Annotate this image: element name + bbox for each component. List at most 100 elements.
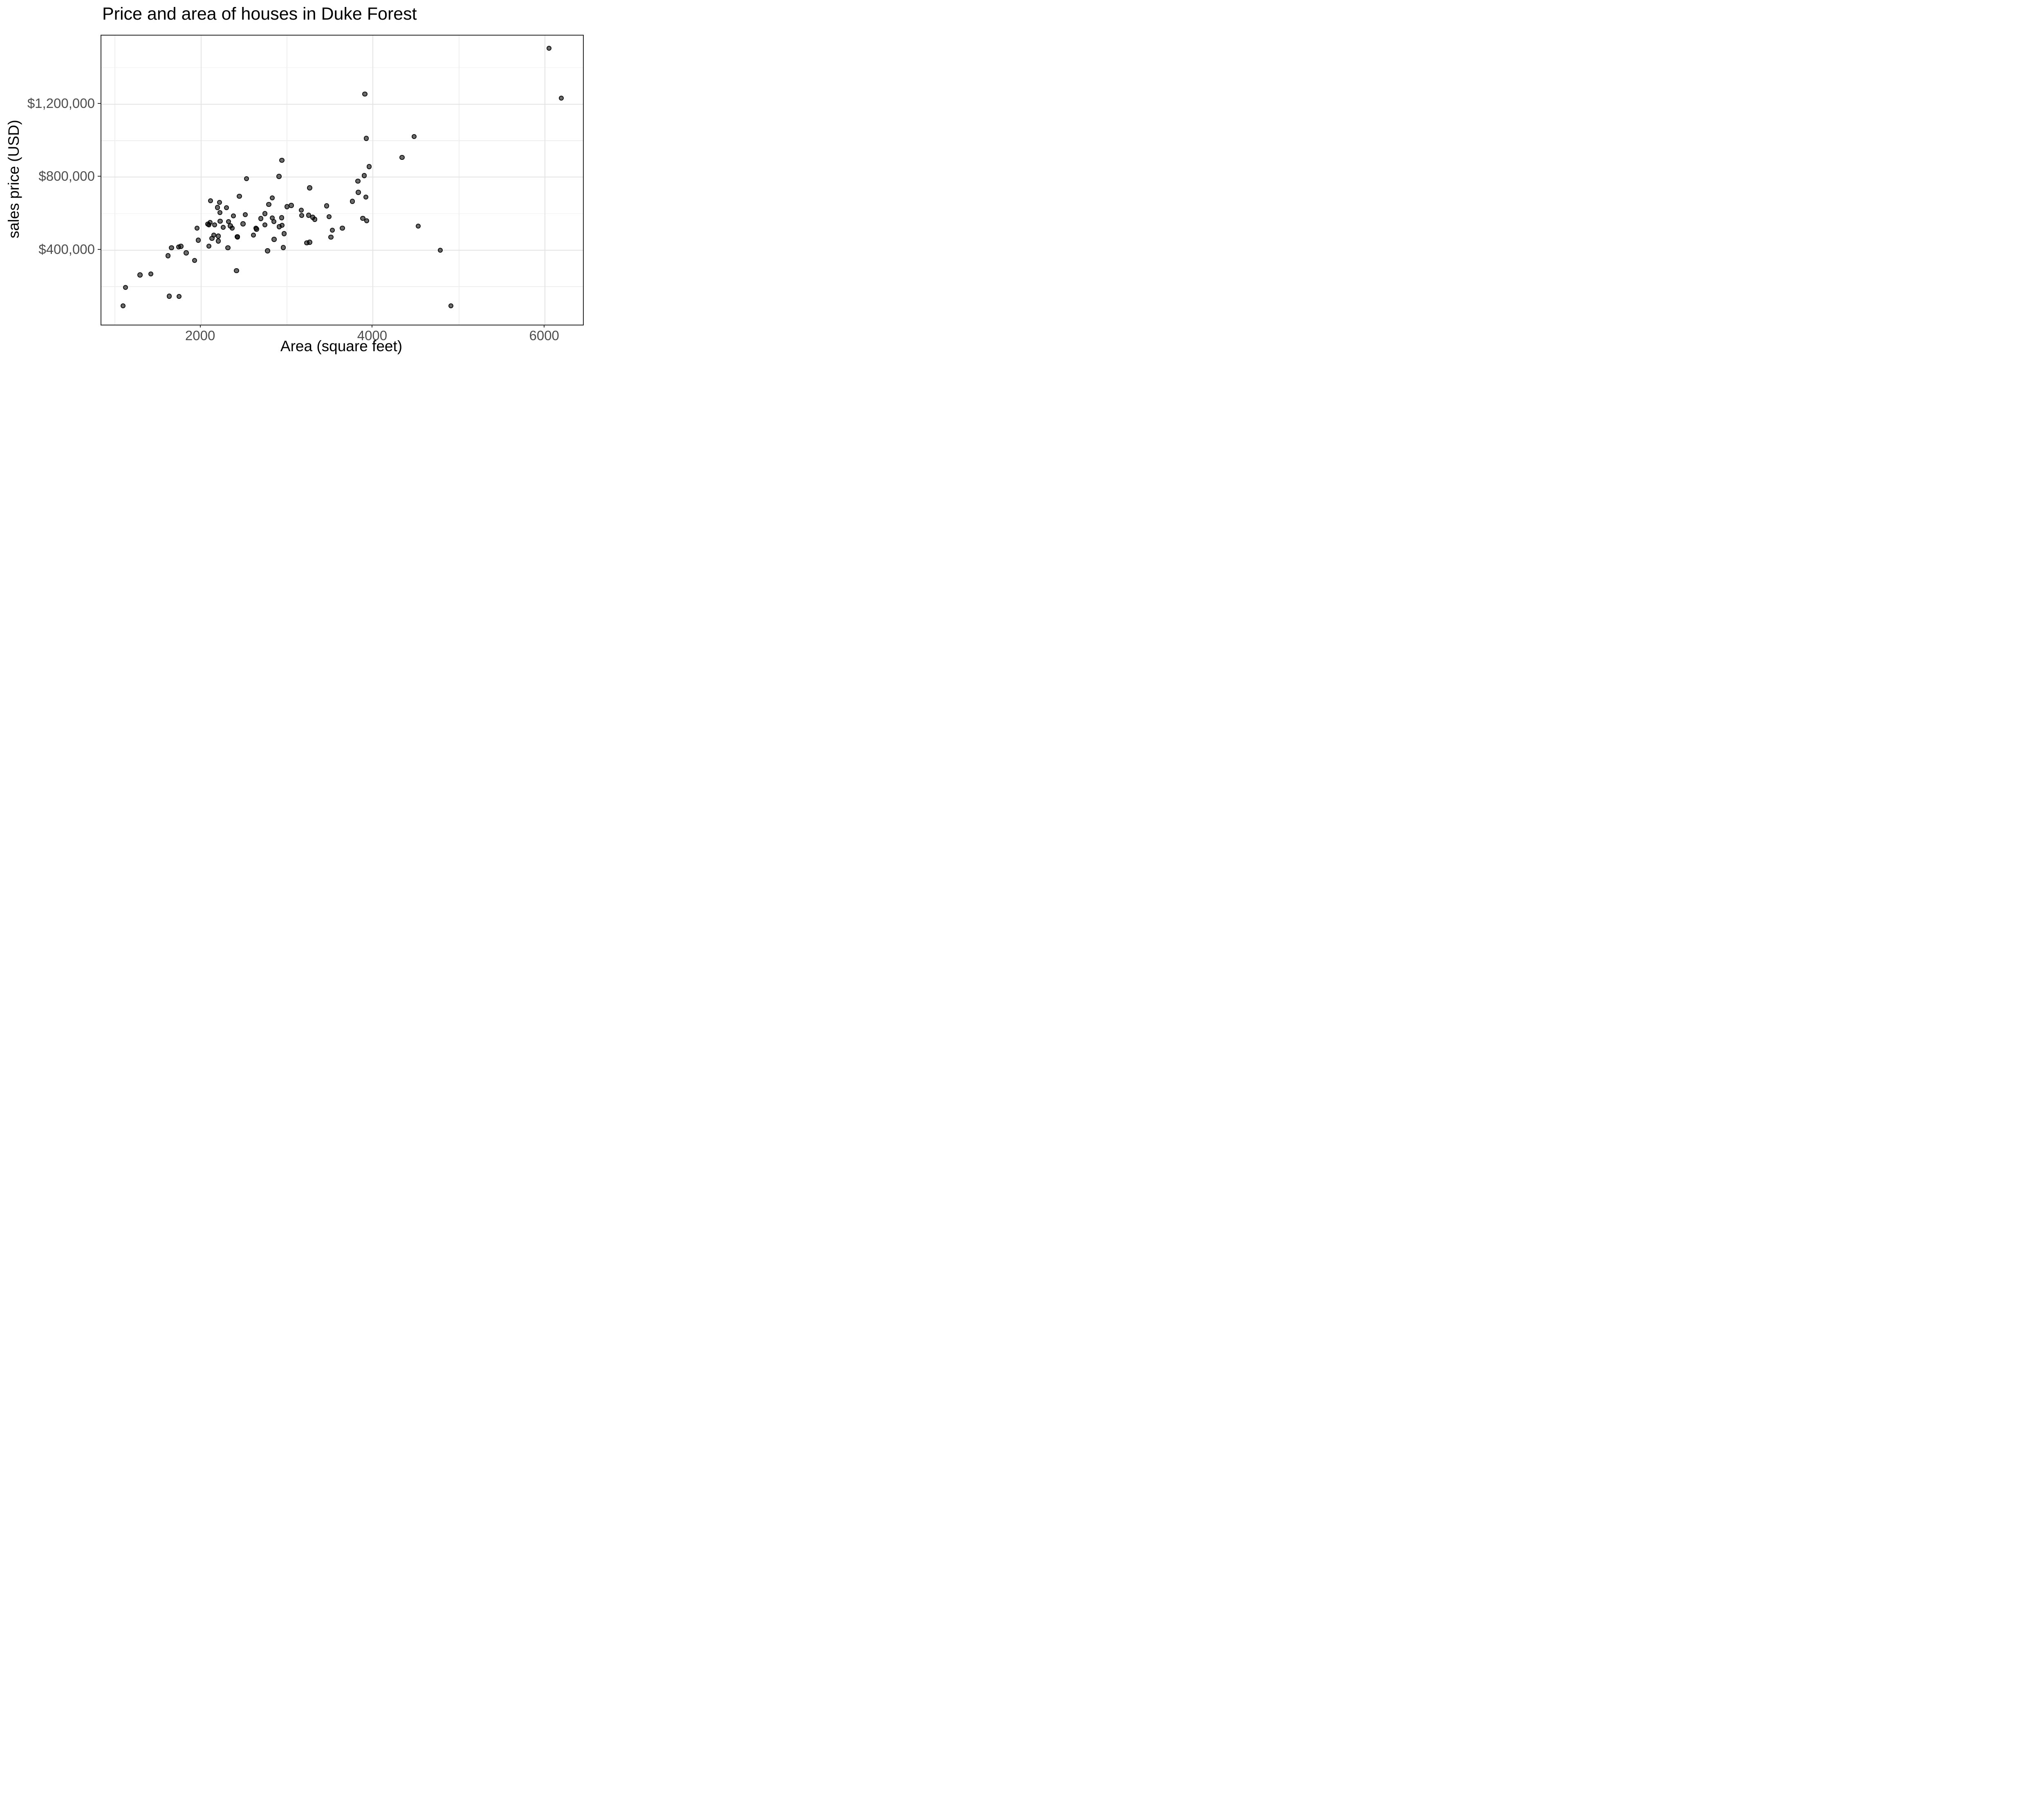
data-point [235,234,240,240]
data-point [212,222,217,228]
data-point [217,200,222,205]
data-point [121,303,126,309]
data-point [279,222,285,228]
y-tick-label: $800,000 [38,168,95,184]
data-point [361,173,367,178]
y-tick-mark [98,103,101,104]
data-point [276,174,282,179]
data-point [279,215,285,220]
data-point [356,190,361,195]
data-point [279,158,285,163]
scatter-plot-figure: Price and area of houses in Duke Forest … [0,0,589,364]
data-point [254,227,259,232]
data-point [326,214,332,220]
data-point [366,164,372,169]
x-minor-gridline [114,36,115,325]
data-point [324,203,329,209]
data-point [312,217,317,222]
data-point [448,303,454,309]
data-point [148,271,154,277]
data-point [215,233,221,239]
data-point [220,224,226,230]
y-tick-label: $1,200,000 [27,95,95,111]
data-point [178,244,184,249]
x-major-gridline [200,36,202,325]
data-point [208,198,213,204]
data-point [184,250,189,256]
data-point [307,240,312,245]
y-tick-mark [98,176,101,177]
y-minor-gridline [101,286,583,287]
plot-panel [101,35,584,325]
y-minor-gridline [101,140,583,141]
data-point [364,218,370,224]
data-point [251,232,256,238]
data-point [242,212,248,217]
data-point [271,237,277,242]
x-tick-label: 6000 [529,328,559,343]
data-point [169,245,174,251]
data-point [215,238,221,244]
data-point [363,136,369,141]
data-point [137,272,143,278]
data-point [206,222,212,228]
data-point [224,205,229,210]
data-point [258,216,264,221]
data-point [192,258,197,263]
data-point [166,294,172,299]
data-point [237,193,242,199]
data-point [355,178,361,184]
data-point [299,213,304,218]
y-axis-title: sales price (USD) [5,120,22,238]
y-tick-mark [98,249,101,250]
data-point [231,213,236,219]
data-point [289,203,294,208]
data-point [234,268,239,274]
x-major-gridline [372,36,374,325]
data-point [262,211,267,216]
y-major-gridline [101,249,583,251]
data-point [266,202,271,207]
y-minor-gridline [101,213,583,214]
data-point [280,245,286,250]
data-point [437,248,443,253]
x-tick-label: 4000 [357,328,388,343]
data-point [546,45,552,51]
data-point [176,294,182,299]
data-point [412,134,417,139]
y-major-gridline [101,103,583,105]
data-point [244,176,249,182]
data-point [229,226,235,231]
data-point [415,223,421,229]
plot-title: Price and area of houses in Duke Forest [102,4,417,24]
data-point [265,248,270,253]
data-point [307,185,312,191]
x-tick-mark [199,325,201,327]
data-point [225,245,231,251]
data-point [215,205,220,210]
data-point [166,253,171,258]
y-minor-gridline [101,67,583,68]
data-point [350,199,355,204]
data-point [209,236,215,241]
data-point [194,225,200,231]
data-point [262,222,267,228]
data-point [399,155,405,160]
x-axis-title: Area (square feet) [280,338,403,354]
data-point [340,226,345,231]
data-point [363,194,369,200]
data-point [281,231,287,236]
data-point [217,218,223,224]
data-point [195,238,201,243]
data-point [362,92,368,97]
data-point [217,210,222,215]
data-point [240,221,246,227]
data-point [558,95,564,101]
data-point [271,219,277,224]
data-point [123,285,128,290]
x-tick-label: 2000 [185,328,215,343]
data-point [298,207,304,213]
data-point [328,234,334,240]
data-point [206,243,212,249]
data-point [269,195,275,201]
